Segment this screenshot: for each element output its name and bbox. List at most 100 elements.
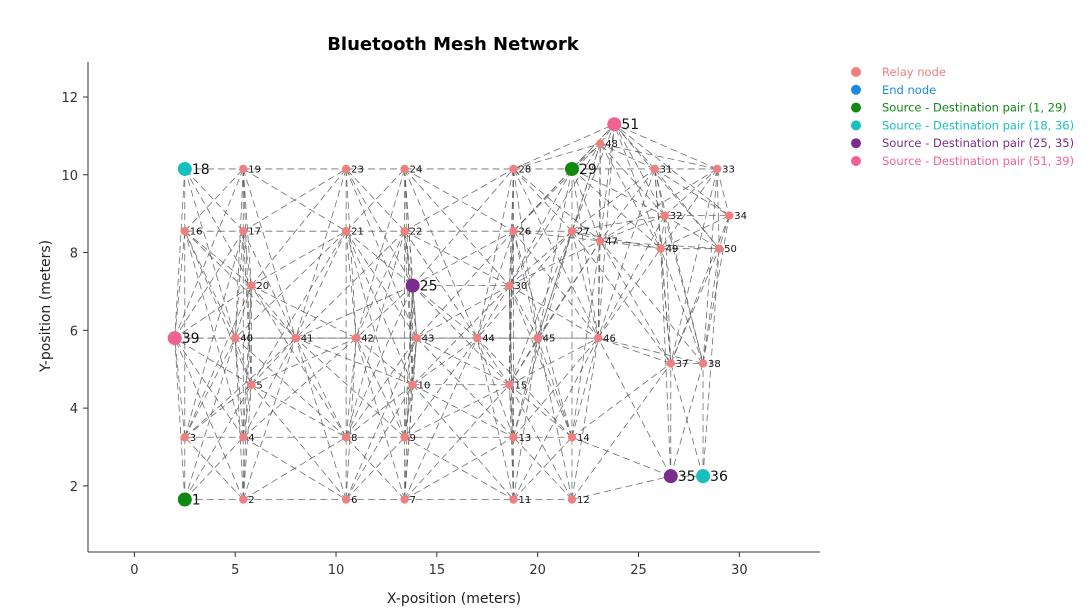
mesh-link	[234, 231, 244, 339]
node-label: 35	[678, 469, 696, 485]
node-label: 16	[190, 227, 203, 238]
mesh-link	[184, 384, 252, 438]
mesh-link	[404, 230, 510, 286]
mesh-link	[513, 338, 539, 500]
relay-node	[505, 281, 514, 290]
mesh-link	[571, 436, 671, 477]
mesh-link	[513, 231, 573, 438]
mesh-link	[598, 337, 671, 364]
node-label: 41	[301, 334, 314, 345]
mesh-link	[174, 230, 244, 339]
mesh-link	[184, 231, 244, 438]
mesh-link	[571, 231, 599, 339]
node-label: 7	[410, 495, 416, 506]
legend: Relay node End node Source - Destination p…	[851, 65, 1074, 168]
mesh-link	[242, 337, 297, 438]
relay-node	[231, 333, 240, 343]
legend-entry: Source - Destination pair (18, 36)	[882, 118, 1074, 132]
mesh-link	[664, 215, 672, 364]
mesh-link	[174, 338, 186, 500]
node-label: 18	[192, 162, 210, 178]
mesh-link	[295, 337, 405, 438]
mesh-link	[513, 168, 573, 232]
mesh-link	[355, 337, 405, 438]
mesh-link	[654, 168, 662, 249]
relay-node	[341, 433, 351, 442]
mesh-link	[613, 124, 666, 216]
mesh-link	[599, 168, 718, 242]
mesh-link	[174, 168, 244, 339]
relay-node	[341, 164, 351, 174]
mesh-link	[404, 285, 414, 500]
node-label: 13	[518, 433, 531, 444]
mesh-link	[404, 384, 414, 438]
mesh-link	[509, 231, 514, 286]
node-label: 23	[351, 164, 364, 175]
mesh-link	[614, 123, 720, 249]
node-label: 10	[418, 380, 431, 391]
source-destination-node	[696, 469, 711, 484]
legend-marker	[851, 84, 861, 95]
source-destination-node	[177, 161, 192, 176]
mesh-link	[295, 337, 347, 438]
node-label: 25	[420, 279, 438, 295]
mesh-link	[509, 384, 573, 438]
mesh-link	[251, 168, 347, 286]
relay-node	[180, 433, 189, 442]
relay-node	[698, 359, 708, 368]
relay-node	[400, 433, 409, 442]
legend-entry: Source - Destination pair (1, 29)	[882, 101, 1067, 115]
mesh-link	[509, 285, 573, 438]
mesh-link	[599, 240, 704, 364]
mesh-link	[412, 384, 514, 500]
node-label: 17	[248, 227, 261, 238]
relay-node	[505, 380, 514, 389]
source-destination-node	[663, 469, 678, 484]
legend-marker	[851, 120, 861, 131]
mesh-link	[702, 248, 720, 477]
mesh-link	[537, 240, 601, 339]
relay-node	[509, 495, 518, 504]
y-tick-label: 2	[70, 480, 78, 495]
relay-node	[341, 226, 351, 236]
mesh-link	[251, 384, 347, 500]
mesh-link	[184, 230, 236, 339]
node-label: 1	[192, 493, 201, 509]
mesh-link	[670, 363, 704, 477]
mesh-link	[702, 168, 718, 364]
mesh-link	[660, 215, 730, 250]
mesh-link	[571, 230, 672, 364]
mesh-link	[537, 337, 573, 438]
mesh-link	[295, 230, 405, 339]
node-label: 48	[605, 139, 618, 150]
x-tick-label: 30	[731, 563, 748, 578]
node-label: 33	[722, 164, 735, 175]
mesh-link	[670, 215, 730, 364]
chart-title: Bluetooth Mesh Network	[327, 34, 580, 55]
mesh-link	[251, 337, 357, 386]
mesh-link	[571, 168, 599, 339]
relay-node	[509, 433, 518, 442]
source-destination-node	[177, 492, 192, 507]
node-label: 21	[351, 227, 364, 238]
mesh-link	[509, 143, 601, 286]
mesh-link	[597, 248, 662, 339]
mesh-link	[476, 230, 573, 339]
mesh-link	[571, 475, 671, 500]
mesh-link	[476, 337, 573, 438]
mesh-link	[571, 168, 665, 216]
mesh-link	[234, 285, 252, 339]
mesh-link	[295, 230, 347, 339]
mesh-link	[404, 168, 414, 385]
mesh-link	[416, 337, 514, 438]
node-label: 51	[621, 117, 639, 133]
mesh-link	[404, 384, 510, 500]
mesh-link	[571, 240, 601, 438]
mesh-link	[716, 168, 720, 249]
mesh-link	[404, 337, 478, 500]
relay-node	[656, 244, 665, 253]
mesh-link	[614, 123, 718, 170]
mesh-link	[184, 231, 244, 438]
mesh-link	[613, 124, 662, 249]
y-tick-label: 10	[61, 169, 78, 184]
